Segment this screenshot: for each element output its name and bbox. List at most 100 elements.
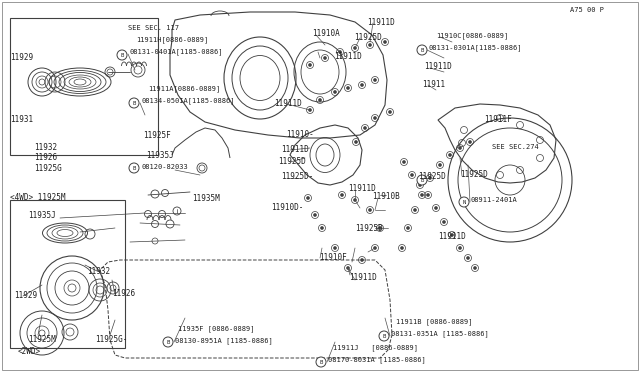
Circle shape — [364, 126, 367, 129]
Circle shape — [161, 189, 168, 196]
Circle shape — [346, 266, 349, 269]
Circle shape — [321, 227, 323, 230]
Circle shape — [369, 44, 371, 46]
Circle shape — [197, 163, 207, 173]
Circle shape — [378, 227, 381, 230]
Text: <2WD>: <2WD> — [18, 347, 41, 356]
Text: 08130-8951A [1185-0886]: 08130-8951A [1185-0886] — [175, 338, 273, 344]
Circle shape — [339, 51, 342, 54]
Circle shape — [429, 176, 431, 180]
Text: 11911D: 11911D — [424, 61, 452, 71]
Text: 11911D: 11911D — [438, 231, 466, 241]
Circle shape — [374, 116, 376, 119]
Circle shape — [151, 190, 159, 198]
Text: 11926: 11926 — [34, 153, 57, 161]
Text: <4WD> 11925M: <4WD> 11925M — [10, 192, 65, 202]
Text: 11929: 11929 — [14, 292, 37, 301]
Text: 11911D: 11911D — [281, 144, 308, 154]
Circle shape — [129, 98, 139, 108]
Text: 11911H[0886-0889]: 11911H[0886-0889] — [136, 36, 208, 44]
Circle shape — [355, 141, 358, 144]
Circle shape — [406, 227, 410, 230]
Circle shape — [163, 337, 173, 347]
Text: 11925D-: 11925D- — [281, 171, 314, 180]
Text: 08120-82033: 08120-82033 — [141, 164, 188, 170]
Circle shape — [417, 45, 427, 55]
Circle shape — [449, 154, 451, 157]
Circle shape — [353, 199, 356, 202]
Text: SEE SEC. 117: SEE SEC. 117 — [128, 25, 179, 31]
Circle shape — [374, 247, 376, 250]
Text: 11925G: 11925G — [34, 164, 61, 173]
Text: 11911B [0886-0889]: 11911B [0886-0889] — [396, 319, 472, 326]
Text: 11932: 11932 — [34, 142, 57, 151]
Text: 08131-0351A [1185-0886]: 08131-0351A [1185-0886] — [391, 331, 489, 337]
Text: 11925D: 11925D — [460, 170, 488, 179]
Text: 11925D: 11925D — [354, 32, 381, 42]
Circle shape — [468, 141, 472, 144]
Circle shape — [379, 331, 389, 341]
Text: 11926: 11926 — [112, 289, 135, 298]
Text: 11911D: 11911D — [334, 51, 362, 61]
Text: B: B — [319, 359, 323, 365]
Circle shape — [308, 109, 312, 112]
Bar — [10, 200, 125, 348]
Circle shape — [419, 183, 422, 186]
Text: 11911D: 11911D — [348, 183, 376, 192]
Text: 11931: 11931 — [10, 115, 33, 124]
Circle shape — [413, 208, 417, 212]
Text: 11910F: 11910F — [319, 253, 347, 262]
Text: SEE SEC.274: SEE SEC.274 — [492, 144, 539, 150]
Circle shape — [459, 197, 469, 207]
Text: N: N — [462, 199, 466, 205]
Text: B: B — [120, 52, 124, 58]
Circle shape — [438, 164, 442, 167]
Circle shape — [369, 208, 371, 212]
Text: B: B — [166, 340, 170, 344]
Circle shape — [314, 214, 317, 217]
Text: 11925G-: 11925G- — [95, 334, 127, 343]
Text: 08170-8031A [1185-0886]: 08170-8031A [1185-0886] — [328, 357, 426, 363]
Circle shape — [340, 193, 344, 196]
Circle shape — [129, 163, 139, 173]
Text: 08134-050IA[1185-0886]: 08134-050IA[1185-0886] — [141, 97, 234, 105]
Circle shape — [307, 196, 310, 199]
Circle shape — [333, 247, 337, 250]
Bar — [10, 18, 158, 155]
Circle shape — [319, 99, 321, 102]
Circle shape — [451, 234, 454, 237]
Text: 11911D: 11911D — [349, 273, 377, 282]
Text: 08911-2401A: 08911-2401A — [471, 197, 518, 203]
Circle shape — [417, 175, 427, 185]
Text: 11910-: 11910- — [286, 129, 314, 138]
Circle shape — [403, 160, 406, 164]
Circle shape — [458, 247, 461, 250]
Circle shape — [360, 83, 364, 87]
Circle shape — [166, 220, 174, 228]
Circle shape — [420, 193, 424, 196]
Text: 11911: 11911 — [422, 80, 445, 89]
Circle shape — [117, 50, 127, 60]
Text: B: B — [420, 48, 424, 52]
Circle shape — [442, 221, 445, 224]
Text: 11911D: 11911D — [274, 99, 301, 108]
Text: 11935J: 11935J — [28, 211, 56, 219]
Circle shape — [458, 147, 461, 150]
Text: 08131-0301A[1185-0886]: 08131-0301A[1185-0886] — [429, 45, 522, 51]
Circle shape — [145, 211, 152, 218]
Text: 11910D-: 11910D- — [271, 202, 303, 212]
Text: B: B — [420, 177, 424, 183]
Text: 11925F: 11925F — [143, 131, 171, 140]
Circle shape — [388, 110, 392, 113]
Text: B: B — [382, 334, 386, 339]
Text: 11911F: 11911F — [484, 115, 512, 124]
Circle shape — [474, 266, 477, 269]
Circle shape — [316, 357, 326, 367]
Circle shape — [426, 193, 429, 196]
Text: B: B — [132, 100, 136, 106]
Text: 11925D: 11925D — [418, 171, 445, 180]
Circle shape — [333, 90, 337, 93]
Text: 11925D: 11925D — [355, 224, 383, 232]
Circle shape — [323, 57, 326, 60]
Circle shape — [435, 206, 438, 209]
